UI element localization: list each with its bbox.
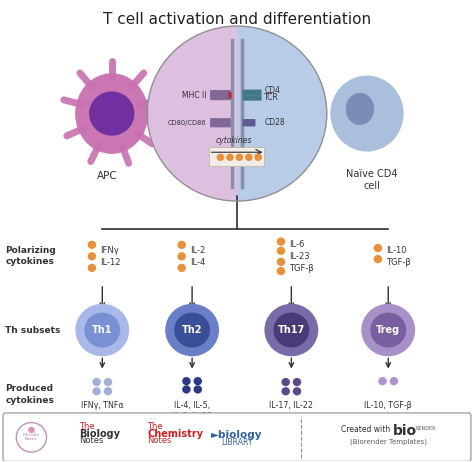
Circle shape xyxy=(293,387,301,395)
Text: Biology: Biology xyxy=(79,429,119,438)
Circle shape xyxy=(177,241,186,249)
Text: LIBRARY: LIBRARY xyxy=(221,438,253,447)
Text: RENDER: RENDER xyxy=(416,426,436,431)
Circle shape xyxy=(282,387,290,395)
Text: Th2: Th2 xyxy=(182,325,202,335)
FancyBboxPatch shape xyxy=(228,92,232,98)
Circle shape xyxy=(277,247,285,255)
FancyBboxPatch shape xyxy=(243,119,255,127)
Circle shape xyxy=(264,304,318,356)
Circle shape xyxy=(293,378,301,386)
Text: MHC II: MHC II xyxy=(182,91,206,100)
Circle shape xyxy=(282,378,290,386)
Text: Notes: Notes xyxy=(147,436,172,445)
Text: IFNγ, TNFα: IFNγ, TNFα xyxy=(81,401,124,409)
Text: CD4: CD4 xyxy=(264,86,281,95)
Text: TCR: TCR xyxy=(264,93,279,102)
Text: Produced
cytokines: Produced cytokines xyxy=(5,384,55,405)
Text: IL-6
IL-23
TGF-β: IL-6 IL-23 TGF-β xyxy=(290,240,314,273)
Text: IL-2
IL-4: IL-2 IL-4 xyxy=(190,246,205,267)
Circle shape xyxy=(193,377,202,385)
Text: CD28: CD28 xyxy=(264,118,285,127)
Circle shape xyxy=(374,244,382,252)
Ellipse shape xyxy=(346,93,374,125)
FancyBboxPatch shape xyxy=(243,95,262,101)
Circle shape xyxy=(182,377,191,385)
Circle shape xyxy=(88,264,96,272)
Circle shape xyxy=(182,385,191,394)
Circle shape xyxy=(277,267,285,275)
Circle shape xyxy=(177,264,186,272)
Text: Created with: Created with xyxy=(341,426,390,434)
Circle shape xyxy=(177,252,186,261)
Text: APC: APC xyxy=(97,171,118,181)
Text: Polarizing
cytokines: Polarizing cytokines xyxy=(5,246,56,267)
FancyBboxPatch shape xyxy=(210,118,231,128)
Circle shape xyxy=(88,252,96,261)
Wedge shape xyxy=(237,26,327,201)
Ellipse shape xyxy=(330,76,403,152)
Circle shape xyxy=(378,377,387,385)
Text: Chemistry: Chemistry xyxy=(147,429,203,438)
Circle shape xyxy=(165,304,219,356)
FancyBboxPatch shape xyxy=(243,90,262,95)
Circle shape xyxy=(28,427,35,433)
Text: IL-17, IL-22: IL-17, IL-22 xyxy=(269,401,313,409)
Circle shape xyxy=(104,378,112,386)
Text: The: The xyxy=(79,422,94,431)
Circle shape xyxy=(236,154,243,161)
Text: Microbe: Microbe xyxy=(23,432,40,437)
Circle shape xyxy=(75,304,129,356)
Ellipse shape xyxy=(75,73,148,154)
Text: bio: bio xyxy=(393,425,417,438)
Text: Th17: Th17 xyxy=(278,325,305,335)
Circle shape xyxy=(217,154,224,161)
Wedge shape xyxy=(147,26,237,201)
Text: Notes: Notes xyxy=(79,436,103,445)
Circle shape xyxy=(277,237,285,246)
Text: Naïve CD4
cell: Naïve CD4 cell xyxy=(346,169,397,191)
Text: (Biorender Templates): (Biorender Templates) xyxy=(350,439,428,445)
Circle shape xyxy=(361,304,415,356)
Circle shape xyxy=(370,312,406,347)
Circle shape xyxy=(390,377,398,385)
Circle shape xyxy=(174,312,210,347)
Circle shape xyxy=(277,258,285,266)
Circle shape xyxy=(255,154,262,161)
Text: IL-10, TGF-β: IL-10, TGF-β xyxy=(365,401,412,409)
Text: The: The xyxy=(147,422,163,431)
Text: Treg: Treg xyxy=(376,325,401,335)
Text: ►biology: ►biology xyxy=(211,430,263,439)
Circle shape xyxy=(92,378,101,386)
Circle shape xyxy=(84,312,120,347)
Circle shape xyxy=(245,154,253,161)
Circle shape xyxy=(193,385,202,394)
Text: IL-10
TGF-β: IL-10 TGF-β xyxy=(386,246,411,267)
Text: Th subsets: Th subsets xyxy=(5,326,61,334)
Circle shape xyxy=(374,255,382,263)
FancyBboxPatch shape xyxy=(3,413,471,461)
Circle shape xyxy=(88,241,96,249)
FancyBboxPatch shape xyxy=(210,148,264,166)
Text: IFNγ
IL-12: IFNγ IL-12 xyxy=(100,246,121,267)
Circle shape xyxy=(16,423,46,452)
Text: cytokines: cytokines xyxy=(216,136,252,145)
Text: Th1: Th1 xyxy=(92,325,112,335)
Circle shape xyxy=(92,387,101,395)
Text: T cell activation and differentiation: T cell activation and differentiation xyxy=(103,12,371,27)
FancyBboxPatch shape xyxy=(210,90,231,100)
Circle shape xyxy=(104,387,112,395)
Circle shape xyxy=(89,91,135,136)
Text: Notes: Notes xyxy=(25,437,38,441)
Circle shape xyxy=(273,312,310,347)
Text: CD80/CD86: CD80/CD86 xyxy=(168,120,206,126)
Circle shape xyxy=(226,154,234,161)
Text: IL-4, IL-5,
IL-9, IL-13: IL-4, IL-5, IL-9, IL-13 xyxy=(173,401,211,420)
